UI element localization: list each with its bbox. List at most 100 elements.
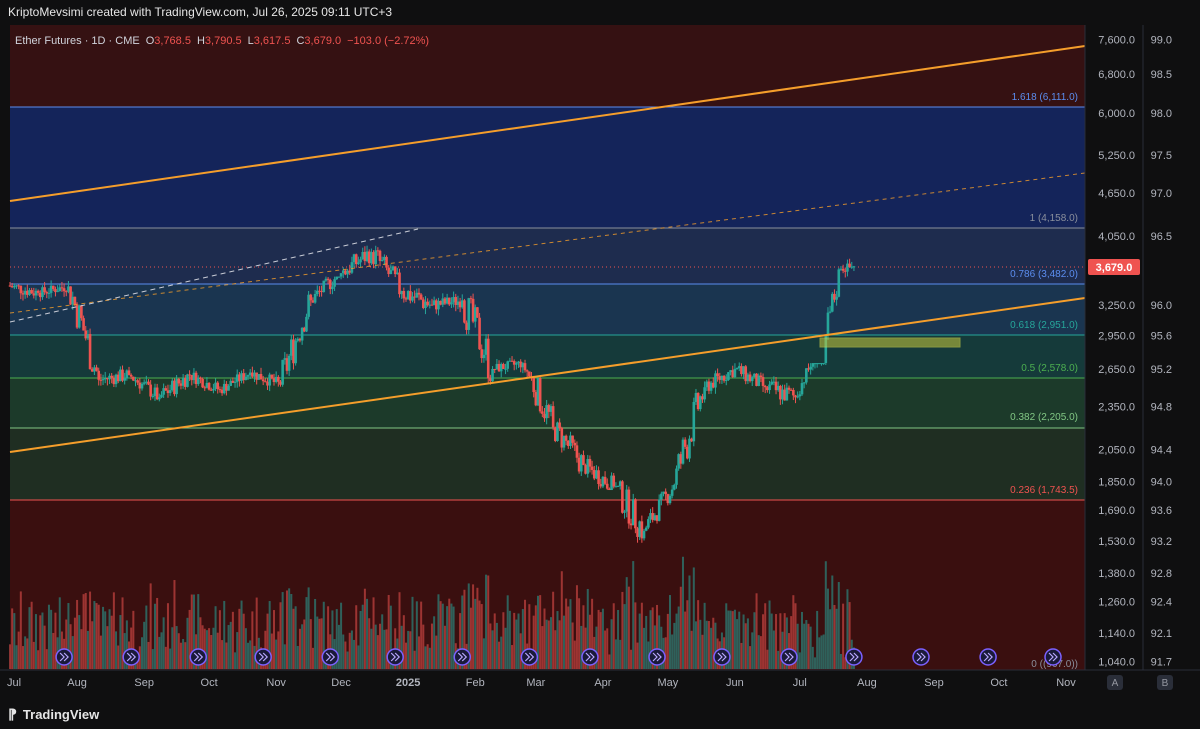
volume-bar: [822, 634, 825, 669]
candle-body: [660, 493, 663, 500]
auto-scale-button[interactable]: [1107, 675, 1123, 690]
candle-body: [391, 266, 395, 271]
candle-body: [774, 381, 778, 391]
candle-body: [707, 381, 711, 391]
chart-credit: KriptoMevsimi created with TradingView.c…: [8, 5, 393, 19]
candle-body: [370, 252, 373, 264]
time-tick-label: Jul: [7, 677, 21, 689]
volume-bar: [190, 594, 193, 669]
volume-bar: [474, 598, 477, 669]
replay-marker-arrow: [585, 652, 595, 662]
volume-bar: [65, 619, 68, 669]
candle-body: [302, 327, 306, 332]
white-dashed-trendline[interactable]: [9, 228, 419, 323]
volume-bar: [472, 584, 475, 669]
volume-bar: [660, 626, 663, 669]
candle-body: [504, 368, 507, 370]
highlight-zone[interactable]: [819, 337, 961, 348]
candle-body: [393, 266, 397, 275]
volume-bar: [770, 613, 773, 669]
price-tick-label: 2,650.0: [1098, 364, 1135, 376]
volume-bar: [201, 625, 204, 669]
time-tick-label: Dec: [331, 677, 351, 689]
volume-bar: [361, 604, 364, 669]
volume-bar: [578, 598, 581, 669]
volume-bar: [508, 610, 511, 669]
replay-markers[interactable]: [55, 648, 1062, 666]
candle-body: [155, 387, 159, 400]
candle-body: [136, 380, 139, 383]
candle-body: [186, 374, 189, 387]
candle-body: [655, 515, 659, 521]
candle-body: [489, 378, 492, 382]
candle-body: [103, 378, 107, 380]
candle-body: [597, 470, 600, 485]
replay-marker-arrow: [983, 652, 993, 662]
channel-lower-line[interactable]: [9, 297, 1086, 453]
candle-body: [339, 273, 343, 277]
candle-body: [766, 387, 769, 391]
volume-bar: [162, 617, 165, 669]
price-tick-label: 4,050.0: [1098, 231, 1135, 243]
volume-bar: [809, 626, 812, 669]
candle-body: [222, 383, 226, 394]
candle-body: [110, 375, 114, 378]
candle-body: [93, 367, 96, 372]
secondary-tick-label: 94.4: [1151, 444, 1172, 456]
volume-bar: [145, 605, 148, 669]
volume-bar: [844, 657, 847, 669]
b-scale-button[interactable]: [1157, 675, 1173, 690]
candle-body: [640, 521, 644, 539]
volume-bar: [398, 592, 401, 669]
volume-bar: [327, 606, 330, 669]
candle-body: [495, 363, 499, 370]
volume-bar: [21, 646, 24, 669]
candle-body: [300, 327, 304, 341]
volume-bar: [443, 625, 446, 669]
volume-bar: [632, 561, 635, 669]
volume-bar: [426, 644, 429, 669]
candle-body: [547, 405, 551, 412]
time-axis[interactable]: Jul Aug Sep Oct Nov Dec 2025 Feb Mar Apr May Jun Jul…: [7, 677, 1076, 689]
candle-body: [246, 375, 250, 377]
candle-body: [720, 375, 724, 380]
volume-bar: [643, 627, 646, 669]
candle-body: [432, 300, 436, 306]
time-tick-label: Sep: [134, 677, 154, 689]
volume-bar: [71, 636, 74, 669]
volume-bar: [110, 615, 113, 669]
tradingview-brand[interactable]: ⁋ TradingView: [8, 706, 99, 723]
volume-bar: [673, 622, 676, 669]
volume-bar: [177, 633, 180, 669]
candle-body: [62, 288, 66, 292]
candle-body: [467, 298, 471, 330]
secondary-axis[interactable]: 99.0 98.5 98.0 97.5 97.0 96.5 96.0 95.6 95.2 94.8…: [1151, 34, 1172, 668]
candle-body: [664, 491, 667, 495]
candle-body: [199, 377, 202, 379]
price-axis[interactable]: 7,600.0 6,800.0 6,000.0 5,250.0 4,650.0 4,050…: [1098, 34, 1135, 668]
volume-bar: [813, 657, 816, 669]
volume-bar: [565, 598, 568, 669]
candle-body: [696, 392, 700, 410]
channel-upper-line[interactable]: [9, 45, 1086, 202]
volume-bar: [115, 631, 118, 669]
volume-bar: [366, 598, 369, 669]
candle-body: [80, 305, 83, 319]
candle-body: [818, 363, 821, 365]
candle-body: [90, 369, 94, 372]
volume-bar: [731, 611, 734, 669]
candle-body: [473, 307, 477, 322]
volume-bar: [688, 575, 691, 669]
volume-bar: [58, 597, 61, 669]
volume-bar: [733, 609, 736, 669]
candle-body: [51, 285, 55, 290]
candle-body: [181, 378, 185, 386]
candle-body: [681, 439, 685, 464]
volume-bar: [612, 603, 615, 669]
candle-body: [320, 291, 323, 293]
candle-body: [261, 379, 265, 382]
candle-body: [499, 364, 503, 372]
candle-body: [147, 381, 150, 385]
volume-bar: [738, 611, 741, 669]
